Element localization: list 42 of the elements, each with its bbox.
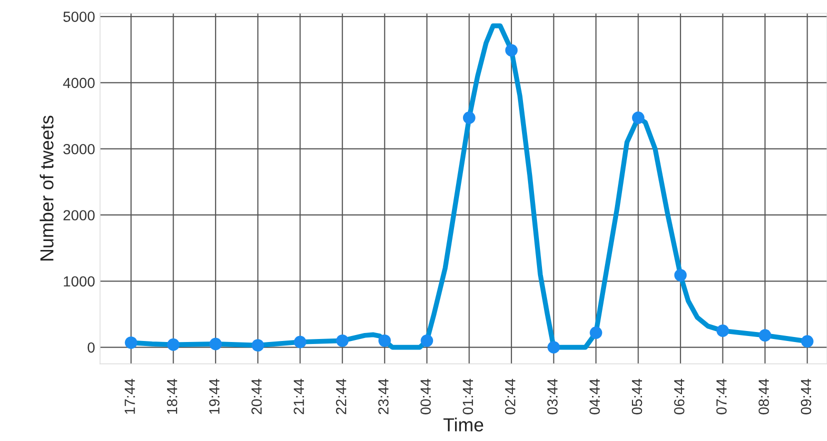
x-tick-label: 17:44 <box>124 378 135 414</box>
x-tick-label: 01:44 <box>462 378 474 414</box>
point <box>336 334 349 347</box>
point <box>801 335 814 348</box>
x-tick-label: 22:44 <box>336 378 346 414</box>
point <box>209 338 222 350</box>
point <box>167 338 180 351</box>
point <box>294 336 306 348</box>
point <box>252 339 264 352</box>
y-tick-label: 5000 <box>63 12 95 22</box>
x-tick-label: 09:44 <box>800 378 812 414</box>
y-tick-label: 0 <box>88 342 95 353</box>
y-tick-label: 3000 <box>63 144 95 154</box>
y-axis-title: Number of tweets <box>40 116 54 260</box>
y-tick-label: 2000 <box>64 210 95 220</box>
x-tick-label: 08:44 <box>758 378 769 414</box>
y-tick-label: 1000 <box>64 276 95 287</box>
x-axis-title: Time <box>443 418 484 432</box>
x-tick-label: 07:44 <box>716 378 727 414</box>
point <box>124 336 138 349</box>
x-tick-label: 05:44 <box>632 378 642 414</box>
point <box>505 44 518 56</box>
y-tick-label: 4000 <box>63 78 95 88</box>
point <box>462 112 476 124</box>
x-tick-label: 06:44 <box>674 378 684 414</box>
point <box>590 326 602 339</box>
x-tick-label: 23:44 <box>378 378 389 414</box>
x-tick-label: 21:44 <box>294 378 304 414</box>
x-tick-label: 03:44 <box>547 378 558 414</box>
point <box>632 112 644 124</box>
point <box>674 268 687 282</box>
point <box>716 324 729 337</box>
point <box>758 329 772 342</box>
x-tick-label: 18:44 <box>166 378 178 414</box>
x-tick-label: 20:44 <box>251 378 262 414</box>
point <box>420 334 434 347</box>
x-tick-label: 00:44 <box>420 378 431 414</box>
x-tick-label: 02:44 <box>505 378 516 414</box>
x-tick-label: 19:44 <box>209 378 220 414</box>
x-tick-label: 04:44 <box>590 378 600 414</box>
point <box>378 334 391 347</box>
point <box>547 341 560 354</box>
